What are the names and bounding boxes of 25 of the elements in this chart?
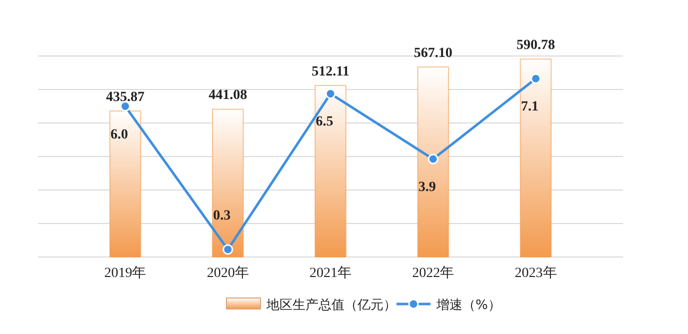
data-label: 6.5 xyxy=(316,114,334,130)
bar xyxy=(109,110,142,258)
data-label: 7.1 xyxy=(521,100,539,115)
point xyxy=(222,244,234,255)
data-label: 6.0 xyxy=(110,127,128,142)
point xyxy=(530,73,542,84)
data-label: 441.08 xyxy=(208,88,248,104)
x-tick-label: 2022年 xyxy=(412,265,454,281)
data-label: 3.9 xyxy=(418,180,436,196)
data-label: 590.78 xyxy=(516,38,556,54)
bar xyxy=(520,58,552,258)
data-label: 567.10 xyxy=(414,46,452,62)
x-tick-label: 2019年 xyxy=(104,265,146,281)
legend-label: 增速（%） xyxy=(436,298,501,313)
data-label: 512.11 xyxy=(312,64,350,80)
x-tick-label: 2020年 xyxy=(206,265,249,281)
bar xyxy=(314,84,346,258)
point xyxy=(428,154,438,164)
data-label: 435.87 xyxy=(106,90,144,105)
x-tick-label: 2023年 xyxy=(514,265,557,281)
bar xyxy=(212,108,244,258)
data-label: 0.3 xyxy=(213,208,231,224)
x-tick-label: 2021年 xyxy=(310,265,352,281)
legend-label: 地区生产总值（亿元） xyxy=(266,298,396,313)
bar xyxy=(417,66,450,258)
